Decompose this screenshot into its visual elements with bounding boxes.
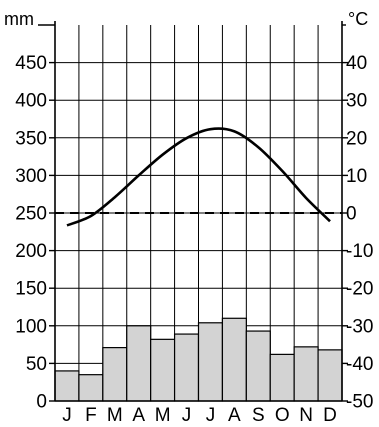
frame	[38, 21, 346, 402]
precipitation-bars	[54, 317, 343, 402]
left-tick-label: 450	[15, 53, 47, 74]
precipitation-bar	[173, 333, 200, 402]
precipitation-bar	[317, 349, 343, 402]
left-axis: 0 50 100 150 200 250 300 350 400 450	[15, 53, 55, 413]
right-tick-label: 20	[346, 128, 367, 149]
month-label: J	[206, 405, 216, 426]
precipitation-bar	[54, 370, 80, 402]
precipitation-bar	[269, 353, 295, 402]
right-tick-label: 30	[346, 91, 367, 112]
left-tick-label: 0	[36, 392, 47, 413]
month-label: A	[132, 405, 145, 426]
right-tick-label: 0	[346, 204, 357, 225]
month-label: D	[323, 405, 337, 426]
precipitation-bar	[293, 346, 319, 402]
month-label: A	[228, 405, 241, 426]
month-label: O	[275, 405, 290, 426]
left-axis-unit: mm	[4, 9, 34, 29]
month-label: F	[85, 405, 97, 426]
left-tick-label: 200	[15, 241, 47, 262]
month-label: M	[155, 405, 171, 426]
right-tick-label: -40	[346, 354, 373, 375]
precipitation-bar	[197, 322, 224, 402]
left-tick-label: 250	[15, 204, 47, 225]
left-tick-label: 50	[26, 354, 47, 375]
precipitation-bar	[221, 317, 247, 402]
month-label: N	[299, 405, 313, 426]
right-axis: -50 -40 -30 -20 -10 0 10 20 30 40	[342, 53, 373, 413]
month-label: M	[107, 405, 123, 426]
left-tick-label: 150	[15, 279, 47, 300]
precipitation-bar	[102, 347, 128, 402]
precipitation-bar	[78, 374, 104, 402]
right-tick-label: -20	[346, 279, 373, 300]
left-tick-label: 100	[15, 316, 47, 337]
right-tick-label: 40	[346, 53, 367, 74]
right-tick-label: -50	[346, 392, 373, 413]
left-tick-label: 300	[15, 166, 47, 187]
right-axis-unit: °C	[348, 9, 368, 29]
precipitation-bar	[150, 338, 176, 402]
precipitation-bar	[245, 330, 271, 402]
right-tick-label: -10	[346, 241, 373, 262]
precipitation-bar	[126, 325, 152, 402]
temperature-layer	[66, 127, 331, 227]
right-tick-label: 10	[346, 166, 367, 187]
month-label: S	[252, 405, 265, 426]
month-label: J	[62, 405, 72, 426]
month-label: J	[182, 405, 192, 426]
left-tick-label: 400	[15, 91, 47, 112]
temperature-line	[66, 127, 331, 227]
left-tick-label: 350	[15, 128, 47, 149]
right-tick-label: -30	[346, 316, 373, 337]
